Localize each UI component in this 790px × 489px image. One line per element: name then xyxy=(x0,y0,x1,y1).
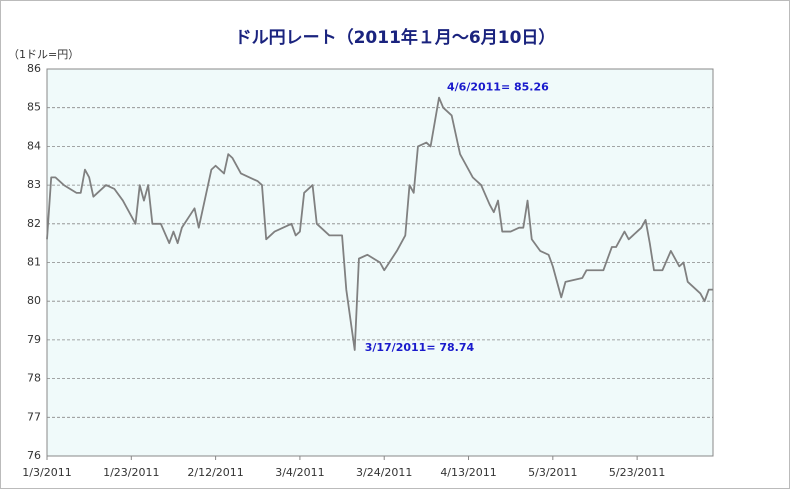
y-tick-label: 86 xyxy=(27,62,41,75)
y-axis-label: （1ドル=円） xyxy=(8,48,79,61)
y-tick-label: 82 xyxy=(27,217,41,230)
series-line xyxy=(46,96,713,351)
y-tick-label: 80 xyxy=(27,294,41,307)
y-tick-label: 79 xyxy=(27,333,41,346)
x-tick-label: 4/13/2011 xyxy=(440,466,496,479)
x-tick-label: 1/3/2011 xyxy=(22,466,71,479)
x-tick-label: 1/23/2011 xyxy=(103,466,159,479)
y-tick-label: 83 xyxy=(27,178,41,191)
annotation: 4/6/2011= 85.26 xyxy=(447,81,549,94)
x-tick-label: 2/12/2011 xyxy=(187,466,243,479)
y-tick-label: 84 xyxy=(27,139,41,152)
x-tick-label: 3/24/2011 xyxy=(356,466,412,479)
x-tick-label: 3/4/2011 xyxy=(275,466,324,479)
x-tick-label: 5/23/2011 xyxy=(609,466,665,479)
y-tick-label: 78 xyxy=(27,372,41,385)
y-tick-label: 76 xyxy=(27,449,41,462)
y-tick-label: 85 xyxy=(27,101,41,114)
y-tick-label: 77 xyxy=(27,410,41,423)
x-tick-label: 5/3/2011 xyxy=(528,466,577,479)
chart-title: ドル円レート（2011年１月～6月10日） xyxy=(235,27,556,48)
annotation: 3/17/2011= 78.74 xyxy=(365,341,475,354)
y-tick-label: 81 xyxy=(27,256,41,269)
